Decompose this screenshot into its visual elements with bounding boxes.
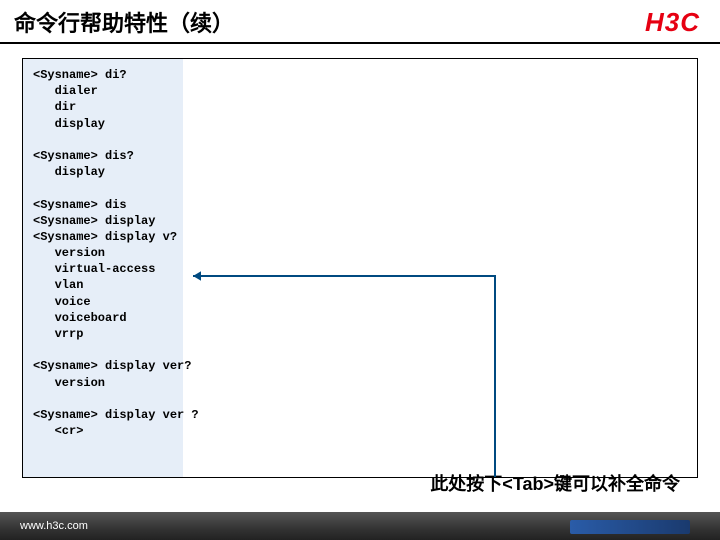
slide-header: 命令行帮助特性（续） H3C	[0, 0, 720, 44]
tab-caption: 此处按下<Tab>键可以补全命令	[430, 470, 680, 496]
terminal-content: <Sysname> di? dialer dir display <Sysnam…	[33, 67, 687, 439]
slide-footer: www.h3c.com	[0, 512, 720, 540]
h3c-logo: H3C	[645, 7, 700, 38]
footer-stripe	[570, 520, 690, 534]
footer-url: www.h3c.com	[20, 520, 88, 532]
slide-title: 命令行帮助特性（续）	[14, 6, 234, 38]
terminal-box: <Sysname> di? dialer dir display <Sysnam…	[22, 58, 698, 478]
